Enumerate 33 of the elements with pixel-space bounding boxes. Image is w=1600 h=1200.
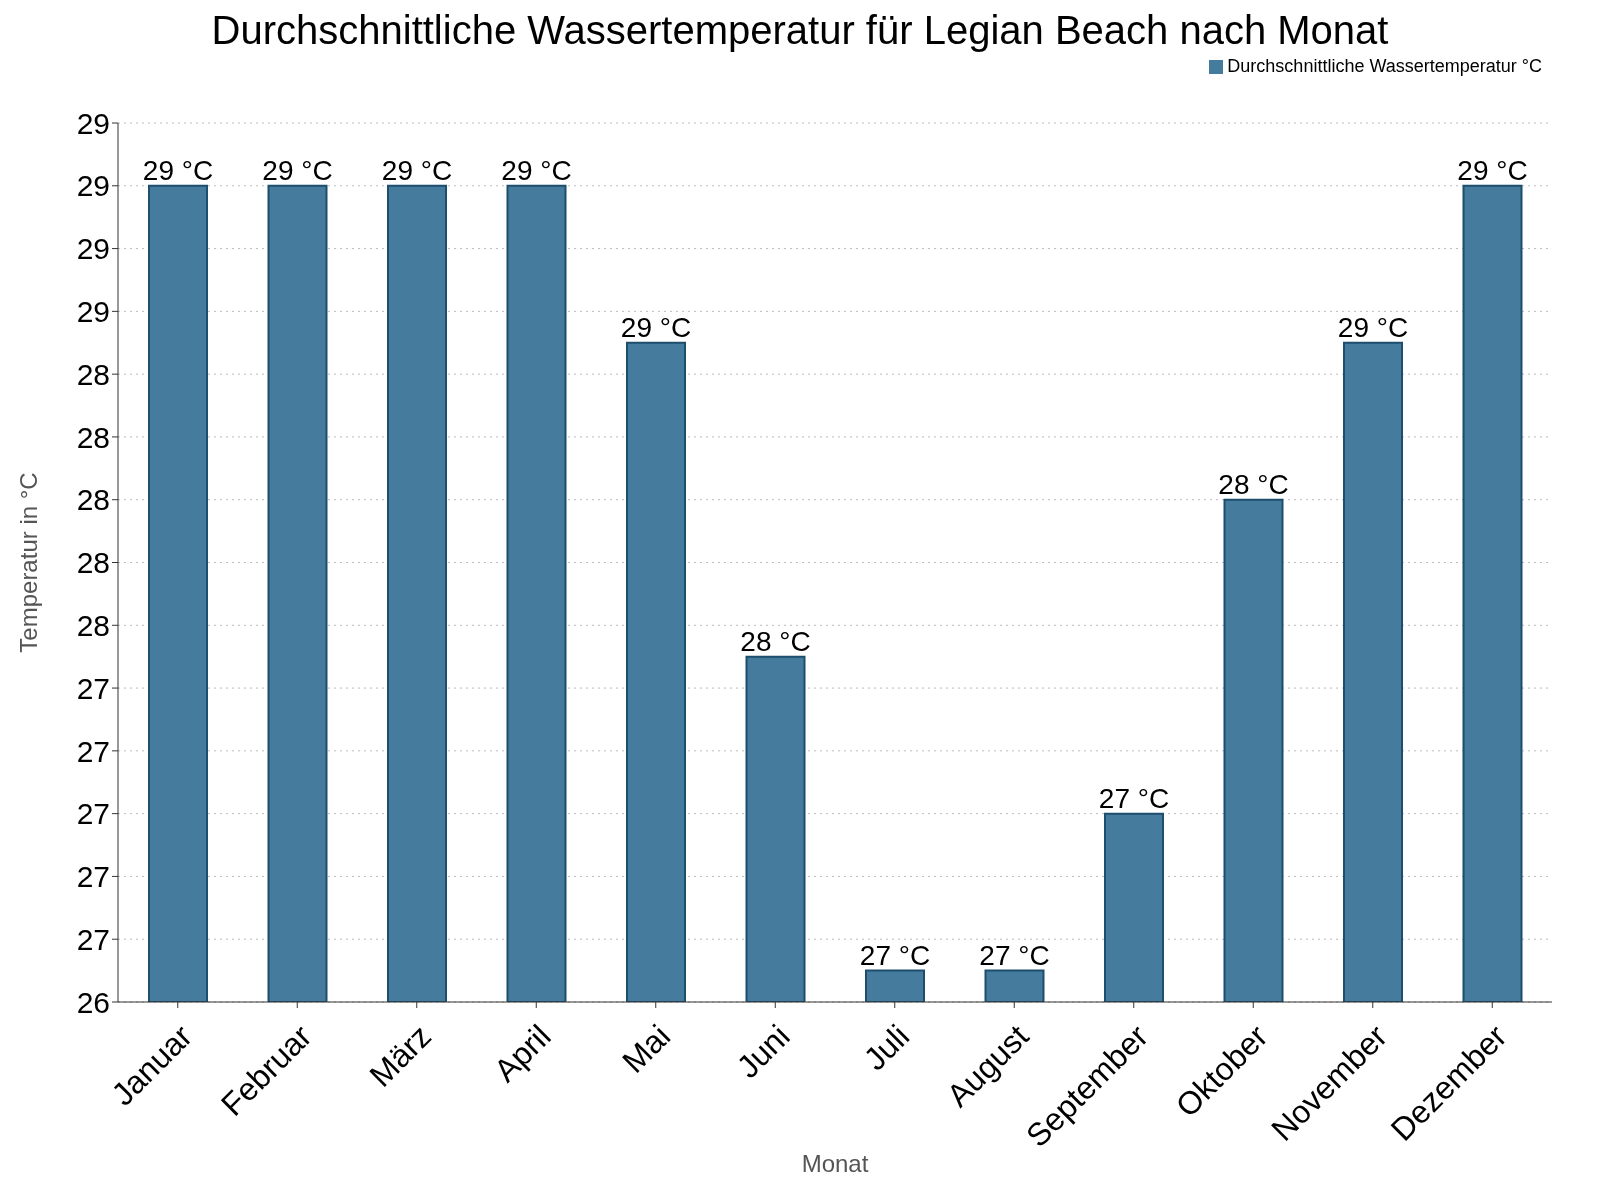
x-tick-label: Mai — [615, 1017, 678, 1080]
y-tick-label: 29 — [76, 169, 110, 203]
y-tick-label: 29 — [76, 232, 110, 266]
y-tick-label: 26 — [76, 985, 110, 1019]
y-tick-label: 28 — [76, 357, 110, 391]
legend-label: Durchschnittliche Wassertemperatur °C — [1227, 56, 1542, 76]
y-tick-label: 27 — [76, 922, 110, 956]
data-label: 29 °C — [142, 154, 214, 186]
y-tick-label: 28 — [76, 546, 110, 580]
data-label: 28 °C — [740, 625, 811, 657]
data-label: 29 °C — [262, 154, 333, 186]
data-label: 29 °C — [620, 311, 692, 343]
data-label: 29 °C — [381, 154, 453, 186]
data-label: 29 °C — [501, 154, 572, 186]
data-label: 27 °C — [979, 939, 1050, 971]
y-tick-label: 28 — [76, 420, 110, 454]
data-label: 29 °C — [1457, 154, 1528, 186]
data-label: 27 °C — [859, 939, 931, 971]
data-label: 27 °C — [1098, 782, 1170, 814]
y-tick-label: 28 — [76, 483, 110, 517]
y-tick-label: 29 — [76, 295, 110, 329]
y-tick-label: 27 — [76, 671, 110, 705]
y-tick-label: 29 — [76, 106, 110, 140]
y-tick-label: 27 — [76, 860, 110, 894]
y-tick-label: 28 — [76, 608, 110, 642]
y-tick-label: 27 — [76, 734, 110, 768]
x-tick-label: Juli — [856, 1017, 917, 1078]
chart-title: Durchschnittliche Wassertemperatur für Legian Beach nach Monat — [210, 8, 1390, 52]
data-label: 28 °C — [1218, 468, 1289, 500]
x-axis-title: Monat — [801, 1150, 869, 1177]
y-tick-label: 27 — [76, 797, 110, 831]
y-axis-title: Temperatur in °C — [14, 472, 42, 653]
data-label: 29 °C — [1337, 311, 1409, 343]
